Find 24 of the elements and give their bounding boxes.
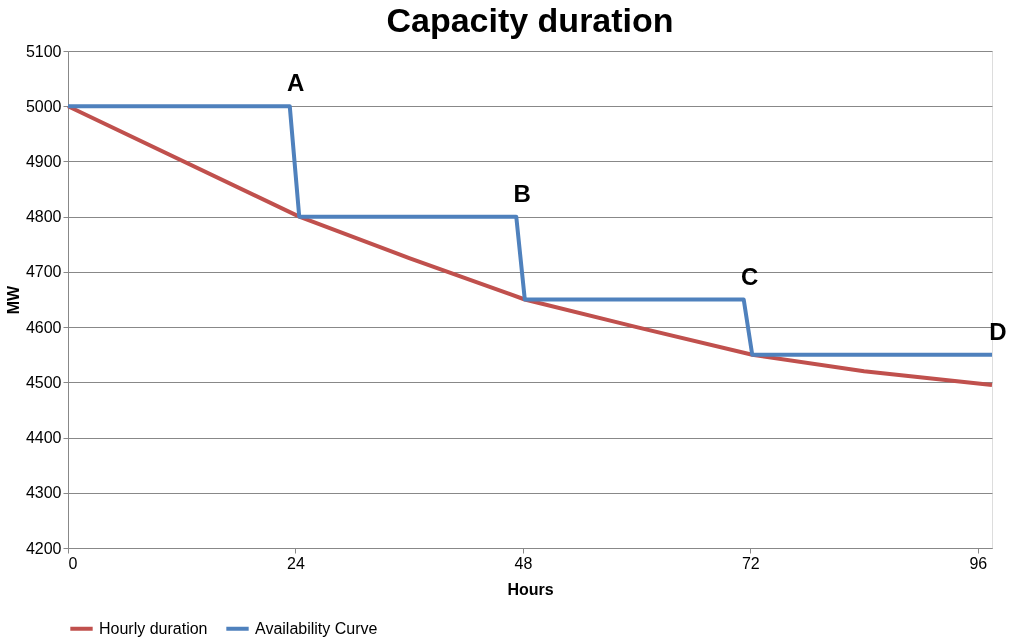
annotation: C [741,262,759,290]
y-tick-label: 5100 [25,42,62,60]
annotation: D [989,317,1007,345]
y-tick-label: 5000 [25,97,62,115]
y-tick-label: 4300 [25,484,62,502]
annotation: A [287,69,305,97]
x-tick-label: 0 [68,554,78,572]
y-tick-label: 4900 [25,152,62,170]
annotation: B [513,179,531,207]
y-axis-title: MW [4,284,22,315]
x-tick-label: 48 [514,554,533,572]
y-tick-label: 4500 [25,373,62,391]
y-tick-label: 4800 [25,208,62,226]
chart-title: Capacity duration [386,1,674,39]
y-tick-label: 4700 [25,263,62,281]
legend-label: Availability Curve [255,619,378,637]
x-tick-label: 24 [287,554,305,572]
y-tick-label: 4400 [25,429,62,447]
x-tick-label: 96 [969,554,988,572]
x-axis-title: Hours [507,580,554,598]
legend-label: Hourly duration [99,619,208,637]
y-tick-label: 4600 [25,318,62,336]
y-tick-label: 4200 [25,539,62,557]
x-tick-label: 72 [741,554,760,572]
